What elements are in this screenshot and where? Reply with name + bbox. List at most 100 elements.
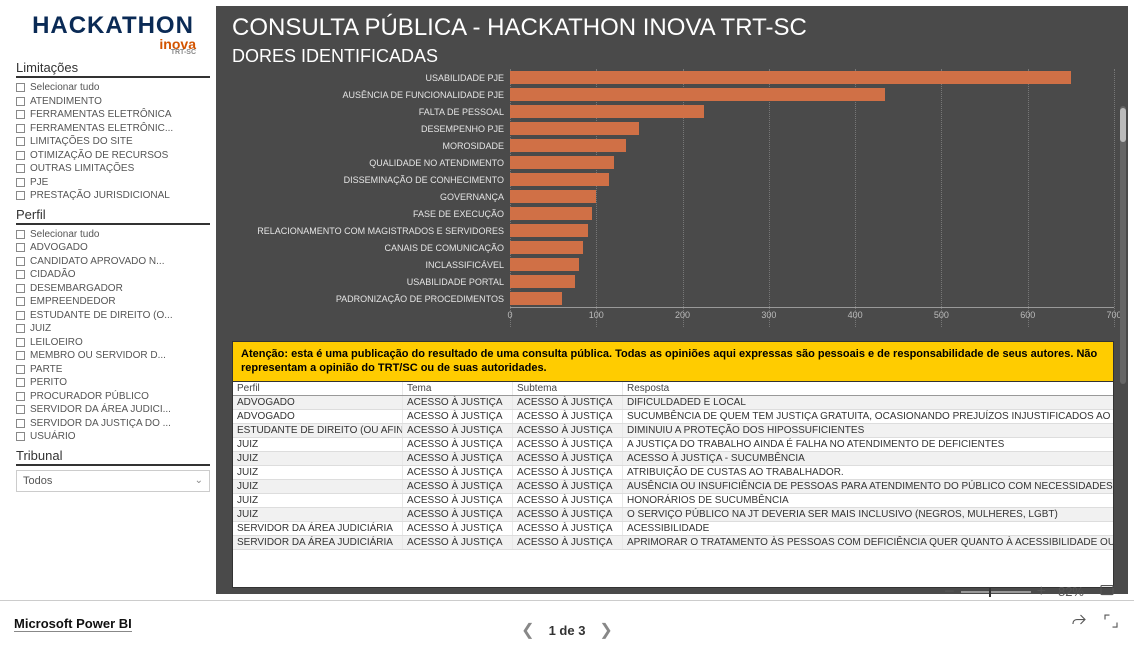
fit-page-icon[interactable]	[1098, 581, 1116, 602]
chart-bar-row[interactable]: INCLASSIFICÁVEL	[232, 256, 1114, 273]
chart-bar[interactable]	[510, 292, 562, 305]
limitacoes-item[interactable]: FERRAMENTAS ELETRÔNIC...	[16, 122, 210, 136]
scroll-thumb[interactable]	[1120, 108, 1126, 142]
perfil-item[interactable]: ADVOGADO	[16, 241, 210, 255]
chart-bar-row[interactable]: QUALIDADE NO ATENDIMENTO	[232, 154, 1114, 171]
checkbox-icon[interactable]	[16, 432, 25, 441]
checkbox-icon[interactable]	[16, 338, 25, 347]
checkbox-icon[interactable]	[16, 191, 25, 200]
checkbox-icon[interactable]	[16, 284, 25, 293]
zoom-in-button[interactable]: +	[1037, 583, 1046, 601]
checkbox-icon[interactable]	[16, 83, 25, 92]
checkbox-icon[interactable]	[16, 257, 25, 266]
chart-bar[interactable]	[510, 139, 626, 152]
chart-bar-row[interactable]: MOROSIDADE	[232, 137, 1114, 154]
chart-bar[interactable]	[510, 173, 609, 186]
chart-bar[interactable]	[510, 258, 579, 271]
chart-bar[interactable]	[510, 190, 596, 203]
checkbox-icon[interactable]	[16, 97, 25, 106]
checkbox-icon[interactable]	[16, 124, 25, 133]
table-row[interactable]: SERVIDOR DA ÁREA JUDICIÁRIAACESSO À JUST…	[233, 522, 1113, 536]
chart-bar[interactable]	[510, 105, 704, 118]
col-tema[interactable]: Tema	[403, 382, 513, 395]
chart-bar-row[interactable]: GOVERNANÇA	[232, 188, 1114, 205]
chart-bar[interactable]	[510, 88, 885, 101]
col-perfil[interactable]: Perfil	[233, 382, 403, 395]
data-table[interactable]: Perfil Tema Subtema Resposta ADVOGADOACE…	[232, 381, 1114, 588]
perfil-item[interactable]: LEILOEIRO	[16, 336, 210, 350]
chart-bar-row[interactable]: DISSEMINAÇÃO DE CONHECIMENTO	[232, 171, 1114, 188]
limitacoes-item[interactable]: ATENDIMENTO	[16, 95, 210, 109]
table-row[interactable]: JUIZACESSO À JUSTIÇAACESSO À JUSTIÇAACES…	[233, 452, 1113, 466]
limitacoes-item[interactable]: Selecionar tudo	[16, 81, 210, 95]
perfil-item[interactable]: USUÁRIO	[16, 430, 210, 444]
checkbox-icon[interactable]	[16, 405, 25, 414]
zoom-out-button[interactable]: −	[944, 581, 955, 602]
chart-bar-row[interactable]: CANAIS DE COMUNICAÇÃO	[232, 239, 1114, 256]
checkbox-icon[interactable]	[16, 243, 25, 252]
perfil-item[interactable]: PARTE	[16, 363, 210, 377]
checkbox-icon[interactable]	[16, 164, 25, 173]
checkbox-icon[interactable]	[16, 311, 25, 320]
share-icon[interactable]	[1070, 612, 1088, 635]
checkbox-icon[interactable]	[16, 110, 25, 119]
fullscreen-icon[interactable]	[1102, 612, 1120, 635]
chart-bar-row[interactable]: USABILIDADE PORTAL	[232, 273, 1114, 290]
chart-bar[interactable]	[510, 122, 639, 135]
table-row[interactable]: JUIZACESSO À JUSTIÇAACESSO À JUSTIÇAATRI…	[233, 466, 1113, 480]
table-row[interactable]: ESTUDANTE DE DIREITO (OU AFINS)ACESSO À …	[233, 424, 1113, 438]
col-resposta[interactable]: Resposta	[623, 382, 1113, 395]
perfil-item[interactable]: Selecionar tudo	[16, 228, 210, 242]
table-row[interactable]: JUIZACESSO À JUSTIÇAACESSO À JUSTIÇAAUSÊ…	[233, 480, 1113, 494]
chart-bar-row[interactable]: PADRONIZAÇÃO DE PROCEDIMENTOS	[232, 290, 1114, 307]
zoom-slider[interactable]	[961, 591, 1031, 593]
checkbox-icon[interactable]	[16, 378, 25, 387]
chart-bar[interactable]	[510, 275, 575, 288]
chart-bar-row[interactable]: RELACIONAMENTO COM MAGISTRADOS E SERVIDO…	[232, 222, 1114, 239]
perfil-item[interactable]: PERITO	[16, 376, 210, 390]
checkbox-icon[interactable]	[16, 178, 25, 187]
chart-bar-row[interactable]: DESEMPENHO PJE	[232, 120, 1114, 137]
chart-bar[interactable]	[510, 156, 614, 169]
checkbox-icon[interactable]	[16, 392, 25, 401]
chart-bar-row[interactable]: USABILIDADE PJE	[232, 69, 1114, 86]
table-row[interactable]: JUIZACESSO À JUSTIÇAACESSO À JUSTIÇAA JU…	[233, 438, 1113, 452]
chart-bar[interactable]	[510, 241, 583, 254]
checkbox-icon[interactable]	[16, 365, 25, 374]
limitacoes-item[interactable]: FERRAMENTAS ELETRÔNICA	[16, 108, 210, 122]
chart-bar[interactable]	[510, 224, 588, 237]
perfil-item[interactable]: DESEMBARGADOR	[16, 282, 210, 296]
perfil-item[interactable]: CANDIDATO APROVADO N...	[16, 255, 210, 269]
checkbox-icon[interactable]	[16, 137, 25, 146]
perfil-item[interactable]: PROCURADOR PÚBLICO	[16, 390, 210, 404]
chart-scrollbar[interactable]	[1120, 106, 1126, 384]
perfil-item[interactable]: ESTUDANTE DE DIREITO (O...	[16, 309, 210, 323]
perfil-item[interactable]: JUIZ	[16, 322, 210, 336]
checkbox-icon[interactable]	[16, 270, 25, 279]
perfil-item[interactable]: CIDADÃO	[16, 268, 210, 282]
checkbox-icon[interactable]	[16, 324, 25, 333]
chart-bar-row[interactable]: FALTA DE PESSOAL	[232, 103, 1114, 120]
chart-bar-row[interactable]: FASE DE EXECUÇÃO	[232, 205, 1114, 222]
limitacoes-item[interactable]: OUTRAS LIMITAÇÕES	[16, 162, 210, 176]
checkbox-icon[interactable]	[16, 419, 25, 428]
perfil-item[interactable]: SERVIDOR DA JUSTIÇA DO ...	[16, 417, 210, 431]
perfil-item[interactable]: EMPREENDEDOR	[16, 295, 210, 309]
next-page-button[interactable]: ❯	[599, 620, 612, 640]
table-row[interactable]: JUIZACESSO À JUSTIÇAACESSO À JUSTIÇAO SE…	[233, 508, 1113, 522]
col-subtema[interactable]: Subtema	[513, 382, 623, 395]
table-row[interactable]: ADVOGADOACESSO À JUSTIÇAACESSO À JUSTIÇA…	[233, 410, 1113, 424]
tribunal-dropdown[interactable]: Todos ⌄	[16, 470, 210, 492]
checkbox-icon[interactable]	[16, 297, 25, 306]
table-row[interactable]: ADVOGADOACESSO À JUSTIÇAACESSO À JUSTIÇA…	[233, 396, 1113, 410]
zoom-thumb[interactable]	[989, 587, 991, 597]
perfil-item[interactable]: MEMBRO OU SERVIDOR D...	[16, 349, 210, 363]
table-row[interactable]: SERVIDOR DA ÁREA JUDICIÁRIAACESSO À JUST…	[233, 536, 1113, 550]
checkbox-icon[interactable]	[16, 151, 25, 160]
chart-bar[interactable]	[510, 207, 592, 220]
limitacoes-item[interactable]: OTIMIZAÇÃO DE RECURSOS	[16, 149, 210, 163]
limitacoes-item[interactable]: PRESTAÇÃO JURISDICIONAL	[16, 189, 210, 203]
checkbox-icon[interactable]	[16, 351, 25, 360]
chart-bar[interactable]	[510, 71, 1071, 84]
chart-bar-row[interactable]: AUSÊNCIA DE FUNCIONALIDADE PJE	[232, 86, 1114, 103]
